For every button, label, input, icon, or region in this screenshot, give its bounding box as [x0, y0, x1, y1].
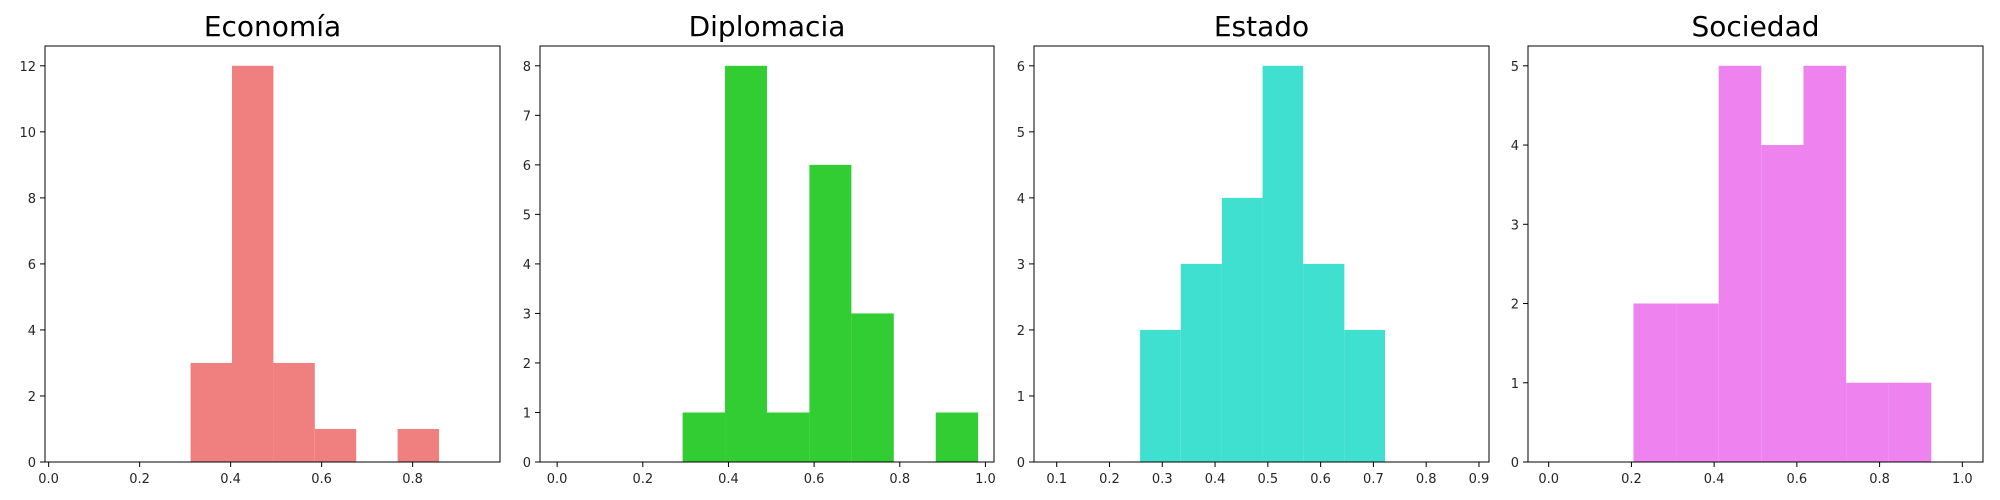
x-tick-label: 0.9: [1469, 472, 1490, 487]
histogram-bar: [1633, 303, 1677, 462]
x-tick-label: 0.0: [38, 472, 59, 487]
x-tick-label: 0.4: [220, 472, 241, 487]
x-tick-label: 0.8: [402, 472, 423, 487]
x-tick-label: 0.2: [129, 472, 150, 487]
y-tick-label: 4: [523, 258, 531, 273]
panel-title: Diplomacia: [689, 10, 846, 43]
histogram-bar: [1676, 303, 1719, 462]
x-tick-label: 1.0: [1952, 472, 1973, 487]
y-tick-label: 7: [523, 109, 531, 124]
x-tick-label: 0.0: [547, 472, 568, 487]
histogram-bar: [1803, 65, 1847, 463]
y-tick-label: 0: [1511, 456, 1519, 471]
y-tick-label: 5: [1511, 60, 1519, 75]
y-tick-label: 0: [28, 456, 36, 471]
y-tick-label: 0: [1017, 456, 1025, 471]
histogram-bar: [851, 313, 894, 462]
x-tick-label: 0.0: [1538, 472, 1559, 487]
y-tick-label: 3: [1511, 218, 1519, 233]
histogram-bar: [935, 412, 979, 462]
y-tick-label: 4: [1511, 139, 1519, 154]
y-tick-label: 12: [19, 60, 36, 75]
histogram-bar: [1888, 382, 1932, 462]
histogram-bar: [682, 412, 726, 462]
x-tick-label: 0.4: [1704, 472, 1725, 487]
x-tick-label: 0.5: [1257, 472, 1278, 487]
y-tick-label: 1: [523, 406, 531, 421]
x-tick-label: 0.8: [1416, 472, 1437, 487]
y-tick-label: 4: [28, 324, 36, 339]
panel-title: Sociedad: [1691, 10, 1819, 43]
x-tick-label: 0.2: [632, 472, 653, 487]
axes-frame: [1033, 45, 1490, 463]
y-tick-label: 5: [523, 208, 531, 223]
histogram-bar: [1846, 382, 1889, 462]
x-tick-label: 0.1: [1046, 472, 1067, 487]
histogram-bar: [273, 362, 315, 462]
panel-title: Economía: [204, 10, 341, 43]
histogram-bar: [1718, 65, 1762, 463]
x-tick-label: 0.2: [1099, 472, 1120, 487]
histogram-bar: [767, 412, 810, 462]
y-tick-label: 10: [19, 126, 36, 141]
x-tick-label: 0.8: [889, 472, 910, 487]
axes-frame: [539, 45, 995, 463]
histogram-panel: 0.0 0.2 0.4 0.6 0.8 0 2 4 6 8 10 12 Economía: [19, 10, 501, 487]
y-tick-label: 2: [523, 357, 531, 372]
y-tick-label: 4: [1017, 192, 1025, 207]
y-tick-label: 2: [28, 390, 36, 405]
histogram-panel: 0.0 0.2 0.4 0.6 0.8 1.0 0 1 2 3 4 5 Sociedad: [1511, 10, 1984, 487]
histogram-bar: [190, 362, 233, 462]
histogram-bar: [1140, 329, 1181, 462]
panel-title: Estado: [1214, 10, 1309, 43]
histogram-bar: [314, 428, 357, 462]
y-tick-label: 5: [1017, 126, 1025, 141]
x-tick-label: 0.6: [1787, 472, 1808, 487]
y-tick-label: 2: [1511, 298, 1519, 313]
y-tick-label: 2: [1017, 324, 1025, 339]
x-tick-label: 0.7: [1363, 472, 1384, 487]
histogram-bar: [1303, 263, 1345, 462]
x-tick-label: 0.3: [1152, 472, 1173, 487]
y-tick-label: 8: [523, 60, 531, 75]
y-tick-label: 6: [523, 159, 531, 174]
y-tick-label: 3: [523, 307, 531, 322]
y-tick-label: 1: [1017, 390, 1025, 405]
histogram-panel: 0.0 0.2 0.4 0.6 0.8 1.0 0 1 2 3 4 5 6 7 8 Diplomacia: [523, 10, 996, 487]
axes-frame: [44, 45, 501, 463]
y-tick-label: 0: [523, 456, 531, 471]
y-tick-label: 6: [1017, 60, 1025, 75]
histogram-bar: [725, 65, 767, 463]
y-tick-label: 6: [28, 258, 36, 273]
histogram-bar: [1344, 329, 1386, 462]
x-tick-label: 0.6: [311, 472, 332, 487]
x-tick-label: 0.4: [1205, 472, 1226, 487]
axes-frame: [1527, 45, 1984, 463]
x-tick-label: 0.2: [1621, 472, 1642, 487]
y-tick-label: 8: [28, 192, 36, 207]
y-tick-label: 3: [1017, 258, 1025, 273]
histogram-bar: [232, 65, 274, 463]
histogram-bar: [1180, 263, 1222, 462]
y-tick-label: 1: [1511, 377, 1519, 392]
x-tick-label: 1.0: [975, 472, 996, 487]
histogram-bar: [1761, 145, 1804, 463]
histogram-panel: 0.1 0.2 0.3 0.4 0.5 0.6 0.7 0.8 0.9 0 1 2 3 4 5 6 Estado: [1017, 10, 1490, 487]
x-tick-label: 0.6: [804, 472, 825, 487]
histogram-bar: [1221, 197, 1263, 462]
histogram-bar: [809, 164, 852, 462]
histogram-bar: [397, 428, 440, 462]
histogram-bar: [1262, 65, 1304, 463]
x-tick-label: 0.4: [718, 472, 739, 487]
x-tick-label: 0.6: [1310, 472, 1331, 487]
x-tick-label: 0.8: [1869, 472, 1890, 487]
